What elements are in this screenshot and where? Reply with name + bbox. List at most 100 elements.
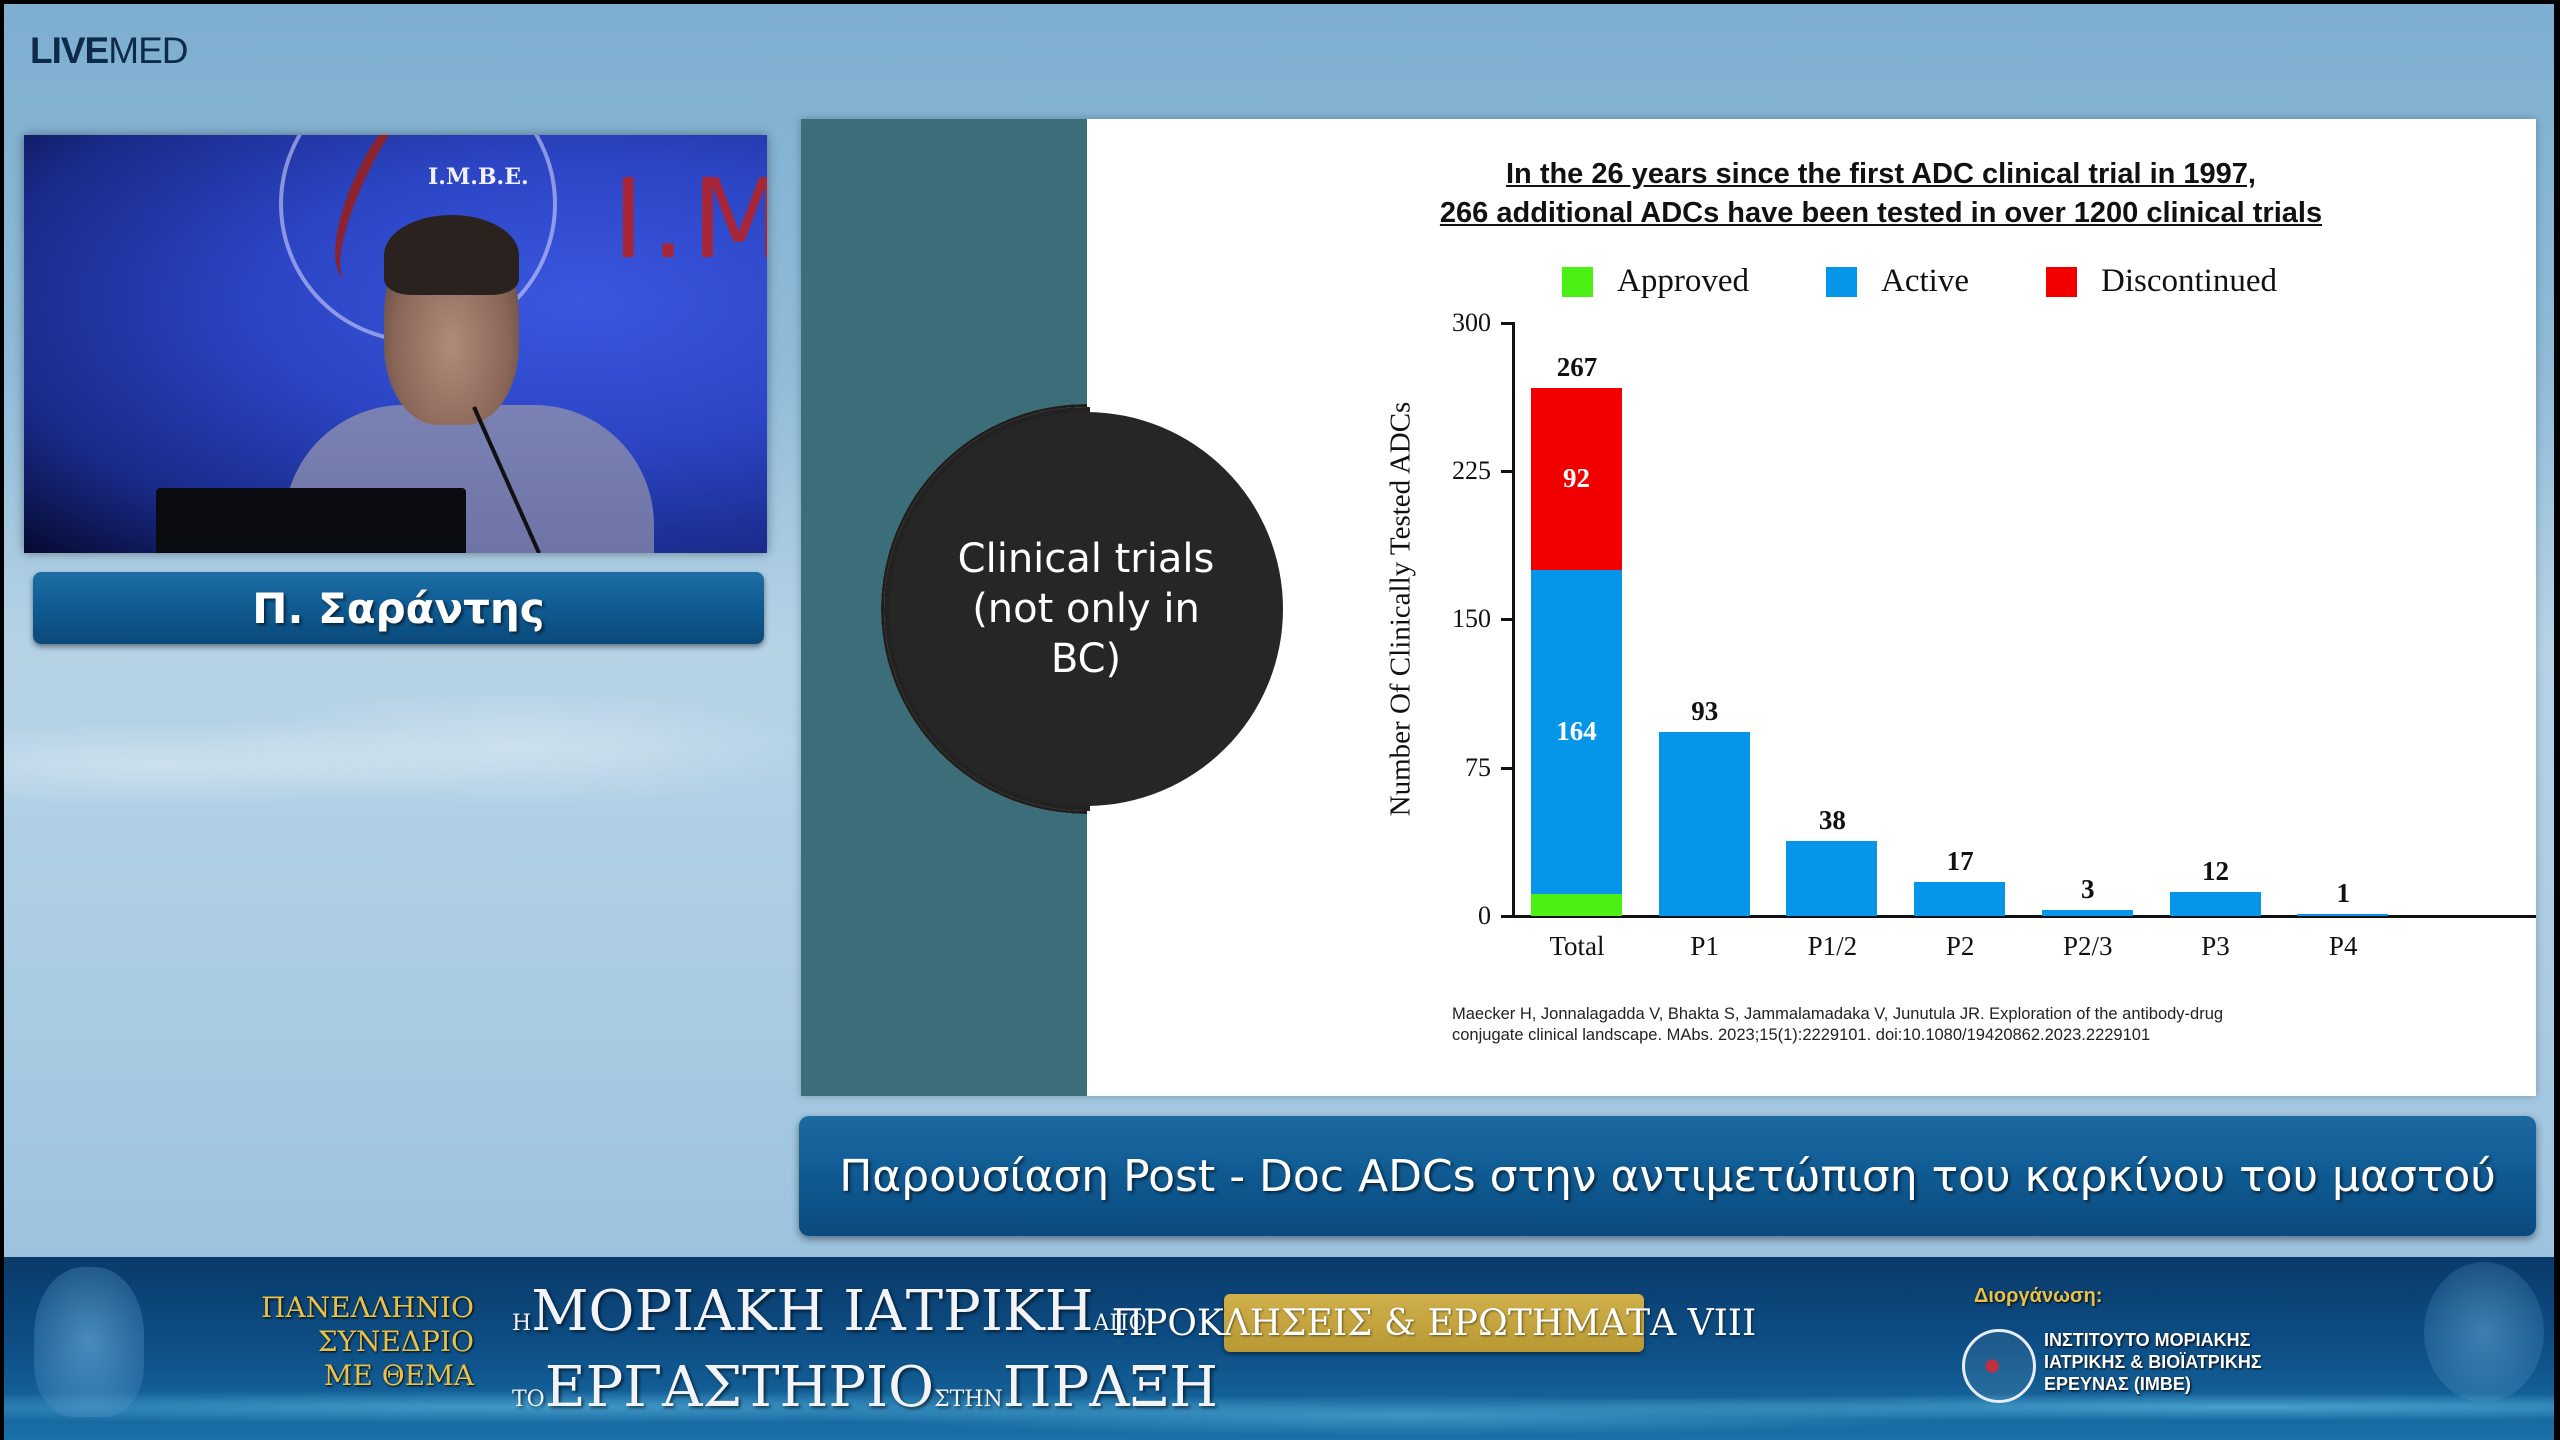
- title-prefix: ΤΟ: [512, 1387, 545, 1412]
- y-tick: [1501, 766, 1513, 770]
- y-tick: [1501, 469, 1513, 473]
- segment-value-label: 92: [1563, 462, 1590, 493]
- organizer-name: ΙΝΣΤΙΤΟΥΤΟ ΜΟΡΙΑΚΗΣ ΙΑΤΡΙΚΗΣ & ΒΙΟΪΑΤΡΙΚ…: [2044, 1329, 2262, 1395]
- y-tick-label: 300: [1452, 307, 1491, 337]
- bar-segment-active: [1658, 732, 1750, 916]
- subtitle-text: ΠΡΟΚΛΗΣΕΙΣ & ΕΡΩΤΗΜΑΤΑ VIII: [1111, 1302, 1757, 1344]
- congress-title-line2: ΤΟΕΡΓΑΣΤΗΡΙΟΣΤΗΝΠΡΑΞΗ: [512, 1355, 1218, 1420]
- emblem-text: I.M.B.E.: [428, 164, 529, 190]
- chart-title: In the 26 years since the first ADC clin…: [1371, 155, 2391, 233]
- legend-item-approved: Approved: [1562, 263, 1749, 300]
- legend-item-active: Active: [1826, 263, 1969, 300]
- organizer-line: ΕΡΕΥΝΑΣ (IMBE): [2044, 1374, 2191, 1394]
- presentation-slide: Clinical trials (not only in BC) In the …: [801, 119, 2536, 1096]
- logo-light: MED: [108, 30, 188, 71]
- title-mid: ΣΤΗΝ: [934, 1387, 1003, 1412]
- background-dna-pattern: [4, 684, 794, 844]
- title-suffix: ΑΠΟ: [1093, 1311, 1147, 1336]
- legend-swatch-approved: [1562, 266, 1593, 297]
- section-circle-text: Clinical trials (not only in BC): [957, 536, 1215, 682]
- x-category-label: P4: [2328, 931, 2358, 961]
- bar-p3: 12: [2169, 119, 2261, 1096]
- speaker-name: Π. Σαράντης: [252, 583, 545, 633]
- livemed-logo: LIVEMED: [30, 30, 188, 72]
- dna-glow-decoration: [4, 1367, 2554, 1440]
- bar-segment-active: [1914, 882, 2006, 916]
- bar-total-label: 12: [2202, 856, 2229, 887]
- imbe-logo-icon: [1962, 1329, 2036, 1403]
- y-tick: [1501, 618, 1513, 622]
- bar-segment-active: [1786, 840, 1878, 916]
- bar-total-label: 1: [2336, 878, 2350, 909]
- y-tick-label: 150: [1452, 604, 1491, 634]
- bar-total-label: 17: [1946, 846, 1974, 877]
- y-tick-label: 225: [1452, 455, 1491, 485]
- title-prefix: Η: [512, 1311, 532, 1336]
- congress-title-line1: ΗΜΟΡΙΑΚΗ ΙΑΤΡΙΚΗΑΠΟ: [512, 1279, 1147, 1344]
- bar-segment-active: [1531, 569, 1622, 895]
- x-axis: [1501, 915, 2536, 918]
- presentation-title: Παρουσίαση Post - Doc ADCs στην αντιμετώ…: [839, 1150, 2496, 1202]
- speaker-hair: [384, 215, 519, 295]
- speaker-name-tag: Π. Σαράντης: [33, 572, 764, 644]
- congress-line: ΜΕ ΘΕΜΑ: [323, 1359, 474, 1392]
- backdrop-letters: I.M: [612, 155, 767, 283]
- bar-total-label: 93: [1691, 696, 1719, 727]
- y-tick-label: 0: [1478, 901, 1491, 930]
- section-circle: Clinical trials (not only in BC): [889, 412, 1283, 806]
- bar-segment-active: [2297, 914, 2389, 916]
- legend-swatch-discontinued: [2046, 266, 2077, 297]
- organizer-line: ΙΝΣΤΙΤΟΥΤΟ ΜΟΡΙΑΚΗΣ: [2044, 1330, 2251, 1350]
- y-tick: [1501, 915, 1513, 918]
- congress-line: ΠΑΝΕΛΛΗΝΙΟ: [261, 1291, 474, 1324]
- y-tick-label: 75: [1465, 752, 1491, 782]
- x-category-label: P1/2: [1807, 931, 1858, 961]
- bar-segment-active: [2169, 892, 2261, 916]
- legend-swatch-active: [1826, 266, 1857, 297]
- hippocrates-bust-icon: [34, 1267, 144, 1417]
- citation: Maecker H, Jonnalagadda V, Bhakta S, Jam…: [1452, 1004, 2352, 1046]
- chart-title-line2: 266 additional ADCs have been tested in …: [1439, 197, 2323, 229]
- congress-label: ΠΑΝΕΛΛΗΝΙΟ ΣΥΝΕΔΡΙΟ ΜΕ ΘΕΜΑ: [204, 1291, 474, 1393]
- bar-segment-discontinued: [1531, 387, 1622, 570]
- bar-total-label: 3: [2081, 874, 2095, 905]
- organizer-label: Διοργάνωση:: [1974, 1285, 2103, 1307]
- bar-p2-3: 3: [2041, 119, 2133, 1096]
- bar-total-label: 38: [1818, 804, 1846, 835]
- y-axis: [1512, 322, 1515, 917]
- bar-p4: 1: [2297, 119, 2389, 1096]
- bar-total-label: 267: [1556, 351, 1598, 382]
- bar-p1-2: 38: [1786, 119, 1878, 1096]
- congress-line: ΣΥΝΕΔΡΙΟ: [317, 1325, 474, 1358]
- citation-line2: conjugate clinical landscape. MAbs. 2023…: [1452, 1026, 2151, 1044]
- speaker-video: I.M.B.E. I.M: [24, 135, 767, 553]
- bar-segment-active: [2041, 910, 2133, 916]
- conference-banner: ΠΑΝΕΛΛΗΝΙΟ ΣΥΝΕΔΡΙΟ ΜΕ ΘΕΜΑ ΗΜΟΡΙΑΚΗ ΙΑΤ…: [4, 1257, 2554, 1440]
- organizer-line: ΙΑΤΡΙΚΗΣ & ΒΙΟΪΑΤΡΙΚΗΣ: [2044, 1352, 2262, 1372]
- legend-item-discontinued: Discontinued: [2046, 263, 2277, 300]
- broadcast-frame: LIVEMED I.M.B.E. I.M Π. Σαράντης Clinica…: [4, 4, 2554, 1440]
- citation-line1: Maecker H, Jonnalagadda V, Bhakta S, Jam…: [1452, 1005, 2224, 1023]
- title-end: ΠΡΑΞΗ: [1002, 1355, 1218, 1420]
- laptop: [156, 488, 466, 553]
- bar-segment-approved: [1531, 894, 1622, 916]
- x-category-label: P2/3: [2063, 931, 2113, 961]
- segment-value-label: 164: [1556, 716, 1597, 747]
- subtitle-badge: ΠΡΟΚΛΗΣΕΙΣ & ΕΡΩΤΗΜΑΤΑ VIII: [1112, 1294, 1756, 1352]
- x-category-label: P2: [1945, 931, 1975, 961]
- legend-label: Approved: [1617, 263, 1749, 299]
- legend-label: Active: [1881, 263, 1969, 299]
- title-main: ΜΟΡΙΑΚΗ ΙΑΤΡΙΚΗ: [531, 1279, 1094, 1344]
- logo-bold: LIVE: [30, 30, 109, 71]
- bar-p2: 17: [1914, 119, 2006, 1096]
- chart-title-line1: In the 26 years since the first ADC clin…: [1505, 158, 2256, 190]
- statue-bust-icon: [2424, 1262, 2544, 1402]
- y-axis-label: Number Of Clinically Tested ADCs: [1384, 401, 1417, 817]
- presentation-title-bar: Παρουσίαση Post - Doc ADCs στην αντιμετώ…: [799, 1116, 2536, 1236]
- legend-label: Discontinued: [2101, 263, 2277, 299]
- x-category-label: P3: [2201, 931, 2230, 961]
- title-main: ΕΡΓΑΣΤΗΡΙΟ: [544, 1355, 935, 1420]
- y-tick: [1501, 321, 1513, 325]
- bar-total: 1116492267: [1531, 119, 1622, 1096]
- x-category-label: P1: [1690, 931, 1719, 961]
